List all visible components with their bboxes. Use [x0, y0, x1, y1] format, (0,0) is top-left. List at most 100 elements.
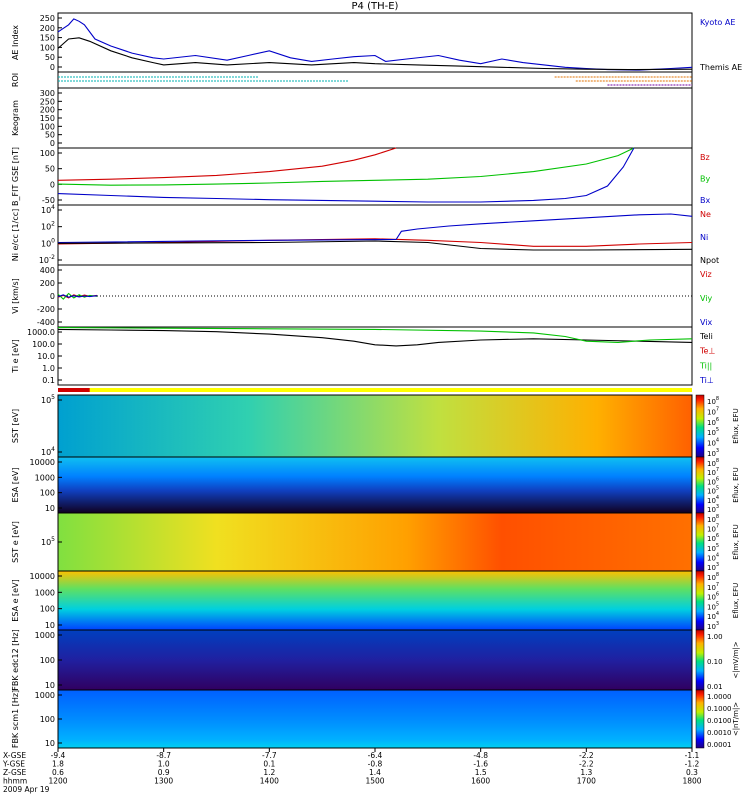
y-tick-label: 200: [40, 279, 55, 288]
footer-value: 0.9: [158, 768, 170, 777]
colorbar-tick: 108: [707, 396, 719, 406]
footer-value: -0.8: [368, 760, 383, 769]
y-tick-label: 200: [40, 24, 55, 33]
y-tick-label: 100: [40, 715, 55, 724]
panel-ylabel: FBK scm1 [Hz]: [11, 690, 20, 748]
panel-6: Ti e [eV] 1000.0 100.0 10.0 1.0 0.1 Teli Te⊥ Ti|…: [11, 326, 715, 386]
colorbar-tick: 0.10: [707, 658, 723, 666]
legend-entry: Ne: [700, 210, 711, 219]
colorbar-tick: 107: [707, 406, 719, 416]
series-line: [57, 37, 693, 71]
panel-1: ROI: [11, 71, 693, 89]
y-tick-label: 10: [45, 681, 55, 690]
y-tick-label: 105: [41, 536, 55, 547]
footer-value: 1500: [365, 777, 384, 786]
panel-frame: [57, 147, 693, 206]
y-tick-label: 100: [41, 237, 55, 248]
legend-entry: Viz: [700, 270, 712, 279]
legend-entry: Te⊥: [699, 347, 715, 356]
colorbar-tick: 103: [707, 504, 719, 514]
spectrogram-image: [58, 690, 692, 748]
panel-4: Ni e/cc [1/cc] 104 102 100 10-2 Ne Ni Npot: [11, 204, 719, 266]
colorbar-label: <|mV/m|>: [732, 641, 740, 678]
footer-value: 1.4: [369, 768, 381, 777]
footer-value: 1200: [48, 777, 67, 786]
colorbar-tick: 108: [707, 572, 719, 582]
y-tick-label: 10000: [30, 572, 55, 581]
footer-value: 1300: [154, 777, 173, 786]
colorbar-scale: [695, 570, 705, 631]
colorbar-label: Eflux, EFU: [732, 583, 740, 618]
y-tick-label: 250: [40, 14, 55, 23]
legend-entry: Themis AE: [699, 63, 742, 72]
spectrogram-image: [58, 395, 692, 457]
footer-value: 1800: [682, 777, 701, 786]
footer-value: -2.2: [579, 751, 594, 760]
series-line: [57, 294, 98, 298]
footer-value: 1600: [471, 777, 490, 786]
plot-title: P4 (TH-E): [351, 1, 399, 12]
y-tick-label: 0: [50, 63, 55, 72]
y-tick-label: 105: [41, 394, 55, 405]
series-line: [57, 328, 693, 347]
footer-value: -1.2: [685, 760, 700, 769]
footer-value: -2.2: [579, 760, 594, 769]
y-tick-label: -200: [37, 305, 55, 314]
footer-value: -1.6: [473, 760, 488, 769]
footer-value: -8.7: [156, 751, 171, 760]
colorbar-tick: 107: [707, 524, 719, 534]
footer-value: 1.3: [580, 768, 592, 777]
y-tick-label: 1.0: [42, 364, 55, 373]
footer-value: 1400: [260, 777, 279, 786]
panel-ylabel: SST e [eV]: [11, 521, 20, 563]
y-tick-label: 100: [40, 149, 55, 158]
series-line: [57, 240, 693, 251]
colorbar-tick: 103: [707, 621, 719, 631]
y-tick-label: 50: [45, 165, 55, 174]
y-tick-label: 104: [41, 446, 55, 457]
y-tick-label: 102: [41, 221, 55, 232]
colorbar-label: Eflux, EFU: [732, 524, 740, 559]
y-tick-label: 100: [40, 489, 55, 498]
panel-12: FBK scm1 [Hz] 1000 100 10 1.0000 0.1000 0.0100…: [11, 689, 740, 749]
footer-value: -7.7: [262, 751, 277, 760]
colorbar-scale: [695, 629, 705, 691]
colorbar-tick: 106: [707, 417, 719, 427]
panel-frame: [57, 264, 693, 328]
panel-frame: [57, 204, 693, 266]
panel-ylabel: B_FIT GSE [nT]: [11, 147, 20, 206]
colorbar-tick: 108: [707, 514, 719, 524]
y-tick-label: 10: [45, 504, 55, 513]
flag-bar-yellow: [58, 388, 692, 392]
panel-ylabel: Ni e/cc [1/cc]: [11, 209, 20, 262]
colorbar-tick: 105: [707, 543, 719, 553]
colorbar-tick: 0.0010: [707, 729, 732, 737]
series-line: [57, 327, 693, 343]
y-tick-label: 1000.0: [27, 328, 55, 337]
series-line: [57, 147, 635, 186]
footer-value: -6.4: [368, 751, 383, 760]
panel-ylabel: FBK edc12 [Hz]: [11, 629, 20, 690]
footer-value: 1.5: [475, 768, 487, 777]
colorbar-tick: 0.0100: [707, 717, 732, 725]
colorbar-tick: 104: [707, 611, 719, 621]
y-tick-label: 10: [45, 621, 55, 630]
panel-ylabel: Ti e [eV]: [11, 339, 20, 374]
colorbar-tick: 0.01: [707, 683, 723, 691]
y-tick-label: 10.0: [37, 352, 55, 361]
panel-frame: [57, 87, 693, 149]
panel-ylabel: ESA e [eV]: [11, 579, 20, 621]
series-line: [57, 147, 635, 203]
panel-ylabel: ROI: [11, 73, 20, 87]
panel-3: B_FIT GSE [nT] 100 50 0 -50 Bz By Bx: [11, 147, 710, 206]
y-tick-label: 10000: [30, 458, 55, 467]
colorbar-tick: 105: [707, 427, 719, 437]
y-tick-label: 0: [50, 180, 55, 189]
panel-11: FBK edc12 [Hz] 1000 100 10 1.00 0.10 0.01 <|mV/…: [11, 629, 740, 691]
panel-ylabel: Keogram: [11, 100, 20, 136]
legend-entry: Bx: [700, 196, 710, 205]
colorbar-tick: 103: [707, 562, 719, 572]
colorbar-tick: 104: [707, 438, 719, 448]
footer-value: -4.8: [473, 751, 488, 760]
